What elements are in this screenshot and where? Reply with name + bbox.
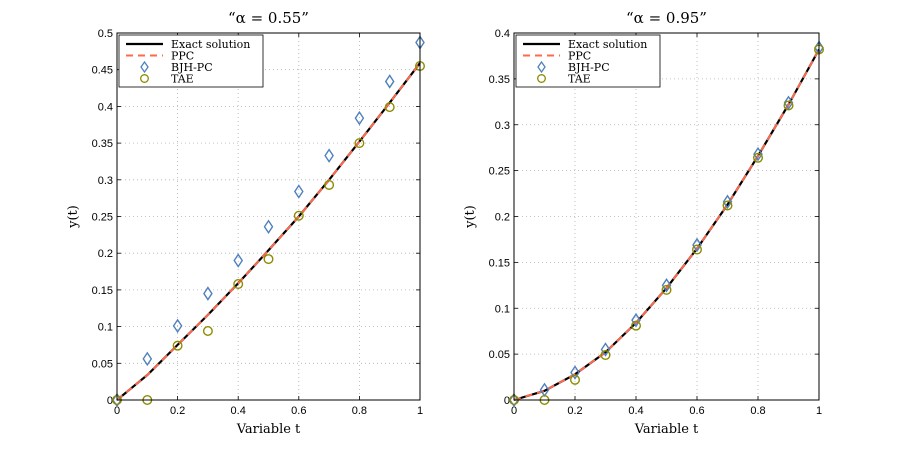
point-bjh-pc: [293, 184, 304, 199]
point-bjh-pc: [142, 351, 153, 367]
x-axis-label: Variable t: [236, 422, 301, 437]
axes-box: [513, 32, 820, 401]
point-tae: [233, 279, 244, 290]
legend-label: BJH-PC: [568, 61, 610, 74]
point-bjh-pc: [600, 342, 611, 357]
legend-label: PPC: [568, 50, 591, 63]
legend-label: Exact solution: [171, 38, 250, 51]
y-tick-label: 0.2: [495, 212, 510, 224]
point-bjh-pc: [233, 253, 244, 268]
point-bjh-pc: [783, 95, 794, 110]
x-tick-label: 0.4: [231, 405, 246, 417]
point-tae: [692, 244, 703, 255]
y-tick-label: 0.3: [495, 120, 510, 132]
y-tick-label: 0.1: [495, 303, 510, 315]
legend-label: BJH-PC: [171, 61, 213, 74]
point-bjh-pc: [722, 194, 733, 210]
chart-panel-1: 0 0.2 0.4 0.6 0.8 1 0 0.05 0.1 0.15 0.2 0.25 0.3 0.35…: [66, 9, 426, 437]
y-tick-label: 0.05: [92, 358, 113, 370]
y-tick-label: 0.3: [98, 175, 113, 187]
legend-swatch-tae: [140, 74, 149, 83]
y-tick-label: 0.2: [98, 248, 113, 260]
point-bjh-pc: [324, 148, 334, 163]
point-tae: [600, 350, 611, 361]
x-tick-label: 0.8: [352, 405, 367, 417]
x-tick-label: 0.8: [750, 405, 765, 417]
chart-title: “α = 0.95”: [626, 9, 707, 27]
point-bjh-pc: [384, 74, 395, 89]
y-axis-label: y(t): [66, 205, 81, 229]
y-tick-label: 0.35: [92, 138, 113, 150]
x-tick-label: 0.2: [567, 405, 582, 417]
x-tick-label: 1: [417, 405, 423, 417]
legend-swatch-bjh-pc: [140, 60, 149, 74]
point-tae: [384, 102, 395, 113]
series-line-ppc: [513, 49, 820, 401]
legend-swatch-tae: [537, 74, 546, 83]
x-tick-label: 0: [511, 405, 517, 417]
point-tae: [753, 152, 764, 163]
point-bjh-pc: [661, 278, 672, 293]
y-tick-label: 0.4: [495, 28, 510, 40]
x-axis-label: Variable t: [634, 422, 699, 437]
x-tick-label: 0: [114, 405, 120, 417]
y-tick-label: 0.35: [489, 74, 510, 86]
point-tae: [661, 284, 672, 295]
y-tick-label: 0.5: [98, 28, 113, 40]
y-tick-label: 0.25: [92, 212, 113, 224]
point-tae: [722, 200, 733, 211]
series-line-exact: [116, 62, 421, 401]
point-tae: [783, 100, 794, 111]
point-bjh-pc: [631, 312, 641, 328]
x-tick-label: 0.2: [170, 405, 185, 417]
point-bjh-pc: [263, 219, 274, 235]
y-tick-label: 0: [504, 395, 510, 407]
point-bjh-pc: [509, 392, 519, 408]
point-bjh-pc: [570, 365, 580, 380]
y-tick-label: 0.1: [98, 322, 113, 334]
legend-label: TAE: [171, 73, 194, 86]
y-tick-label: 0.4: [98, 101, 113, 113]
legend-label: PPC: [171, 50, 194, 63]
plot-area: [117, 33, 420, 400]
chart-panel-2: 0 0.2 0.4 0.6 0.8 1 0 0.05 0.1 0.15 0.2 0.25 0.3 0.35…: [463, 9, 825, 437]
x-tick-label: 1: [816, 405, 822, 417]
point-tae: [293, 210, 304, 221]
point-bjh-pc: [172, 318, 183, 334]
point-tae: [324, 179, 335, 190]
axes-box: [116, 32, 421, 401]
chart-title: “α = 0.55”: [228, 9, 309, 27]
point-tae: [202, 326, 213, 337]
y-axis-label: y(t): [463, 205, 478, 229]
point-bjh-pc: [753, 146, 763, 162]
point-bjh-pc: [692, 237, 702, 253]
point-tae: [172, 340, 183, 351]
legend-swatch-bjh-pc: [537, 60, 546, 74]
point-bjh-pc: [112, 392, 122, 408]
y-tick-label: 0.15: [489, 257, 510, 269]
x-tick-label: 0.6: [689, 405, 704, 417]
point-tae: [263, 254, 274, 265]
y-tick-label: 0.25: [489, 166, 510, 178]
legend-label: Exact solution: [568, 38, 647, 51]
y-tick-label: 0.05: [489, 349, 510, 361]
x-tick-label: 0.4: [628, 405, 643, 417]
y-tick-label: 0.15: [92, 285, 113, 297]
x-tick-label: 0.6: [291, 405, 306, 417]
legend-label: TAE: [568, 73, 591, 86]
y-tick-label: 0.45: [92, 65, 113, 77]
point-tae: [354, 138, 365, 149]
point-bjh-pc: [203, 286, 213, 301]
point-bjh-pc: [354, 110, 365, 126]
y-tick-label: 0: [107, 395, 113, 407]
point-tae: [631, 320, 642, 331]
point-tae: [570, 374, 581, 385]
